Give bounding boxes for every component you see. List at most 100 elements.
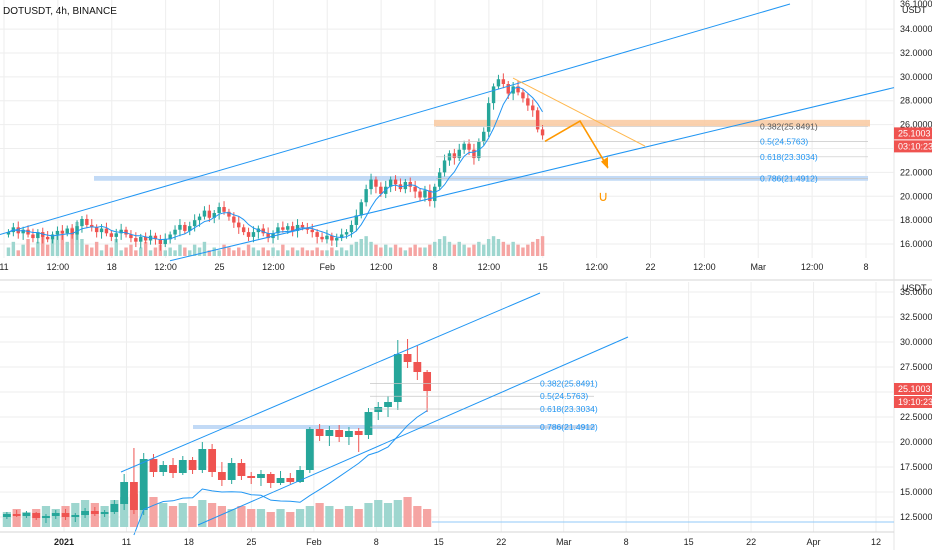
candle-body xyxy=(2,514,11,517)
volume-bar xyxy=(217,506,226,527)
bottom-drawings[interactable]: 0.382(25.8491) 0.5(24.5763) 0.618(23.3034)… xyxy=(120,292,894,536)
bottom-x-tick-label: Apr xyxy=(807,537,821,547)
candle-body xyxy=(428,190,432,202)
volume-bar xyxy=(276,509,285,527)
candle-body xyxy=(192,220,197,227)
candle-body xyxy=(227,211,231,217)
candle-body xyxy=(359,202,363,216)
volume-bar xyxy=(11,241,16,256)
candle-body xyxy=(188,226,192,231)
candle-body xyxy=(330,235,334,241)
volume-bar xyxy=(339,247,344,256)
volume-bar xyxy=(369,241,373,256)
candle-body xyxy=(159,465,168,472)
candle-body xyxy=(80,218,84,227)
candle-body xyxy=(261,228,265,234)
candle-body xyxy=(442,160,447,173)
volume-bar xyxy=(65,241,69,256)
candle-body xyxy=(26,229,30,235)
volume-bar xyxy=(540,236,545,256)
upper-channel-line xyxy=(120,292,541,473)
candle-body xyxy=(379,186,383,194)
upper-channel-line xyxy=(0,3,791,235)
volume-bar xyxy=(413,244,417,256)
top-x-tick-label: 8 xyxy=(863,262,868,272)
projection-triangle-line xyxy=(512,77,646,147)
volume-bar xyxy=(305,250,310,256)
volume-bar xyxy=(423,509,432,527)
fib-level-label: 0.786(21.4912) xyxy=(540,422,598,432)
candle-body xyxy=(462,143,466,150)
volume-bar xyxy=(149,497,158,527)
bottom-y-tick-label: 32.5000 xyxy=(900,312,932,322)
candle-body xyxy=(246,232,251,237)
candle-body xyxy=(501,79,506,85)
volume-bar xyxy=(384,244,388,256)
candle-body xyxy=(208,449,217,472)
volume-bar xyxy=(119,250,123,256)
bottom-x-tick-label: Mar xyxy=(556,537,572,547)
candle-body xyxy=(535,110,540,130)
candle-body xyxy=(153,235,158,240)
fib-level-label: 0.382(25.8491) xyxy=(760,121,818,131)
bottom-y-tick-label: 12.5000 xyxy=(900,512,932,522)
candle-body xyxy=(36,232,40,239)
candle-body xyxy=(168,234,172,240)
bottom-x-tick-label: 25 xyxy=(246,537,256,547)
volume-bar xyxy=(26,239,30,256)
volume-bar xyxy=(55,233,60,256)
volume-bar xyxy=(271,247,275,256)
volume-bar xyxy=(413,506,422,527)
volume-bar xyxy=(207,250,212,256)
last-price-value: 25.1003 xyxy=(898,384,931,394)
volume-bar xyxy=(393,244,398,256)
candle-body xyxy=(403,354,412,362)
lower-channel-line xyxy=(169,87,895,262)
candle-body xyxy=(241,227,246,233)
volume-bar xyxy=(281,244,285,256)
volume-bar xyxy=(217,250,221,256)
candle-body xyxy=(120,482,129,504)
volume-bar xyxy=(344,506,354,527)
top-x-tick-label: 12:00 xyxy=(693,262,716,272)
volume-bar xyxy=(173,250,177,256)
candle-body xyxy=(315,429,324,436)
top-x-tick-label: 12:00 xyxy=(478,262,501,272)
candle-body xyxy=(388,179,393,187)
volume-bar xyxy=(383,503,393,527)
volume-bar xyxy=(168,247,172,256)
volume-bar xyxy=(256,509,266,527)
volume-bar xyxy=(208,503,217,527)
volume-bar xyxy=(442,236,447,256)
volume-bar xyxy=(310,250,314,256)
candle-body xyxy=(384,402,392,407)
top-y-tick-label: 28.0000 xyxy=(900,96,932,106)
candle-body xyxy=(71,515,80,517)
candle-body xyxy=(472,149,476,159)
candle-body xyxy=(104,228,109,234)
top-y-tick-label: 32.0000 xyxy=(900,48,932,58)
volume-bar xyxy=(36,241,40,256)
candle-body xyxy=(237,463,246,476)
candle-body xyxy=(276,227,280,234)
volume-bar xyxy=(482,244,486,256)
volume-bar xyxy=(379,247,383,256)
top-drawings[interactable]: 0.382(25.8491) 0.5(24.5763) 0.618(23.3034)… xyxy=(0,3,895,262)
candle-body xyxy=(364,412,373,435)
candle-body xyxy=(540,129,545,136)
volume-bar xyxy=(232,250,236,256)
volume-bar xyxy=(198,500,207,527)
volume-bar xyxy=(60,230,65,256)
candle-body xyxy=(295,224,300,231)
volume-bar xyxy=(398,247,403,256)
bottom-gridlines xyxy=(0,282,894,532)
volume-bar xyxy=(403,250,408,256)
candle-body xyxy=(300,224,305,228)
volume-bar xyxy=(90,247,94,256)
volume-bar xyxy=(134,250,138,256)
candle-body xyxy=(129,234,133,239)
volume-bar xyxy=(114,239,118,256)
top-x-tick-label: 22 xyxy=(645,262,655,272)
candle-body xyxy=(257,474,265,478)
